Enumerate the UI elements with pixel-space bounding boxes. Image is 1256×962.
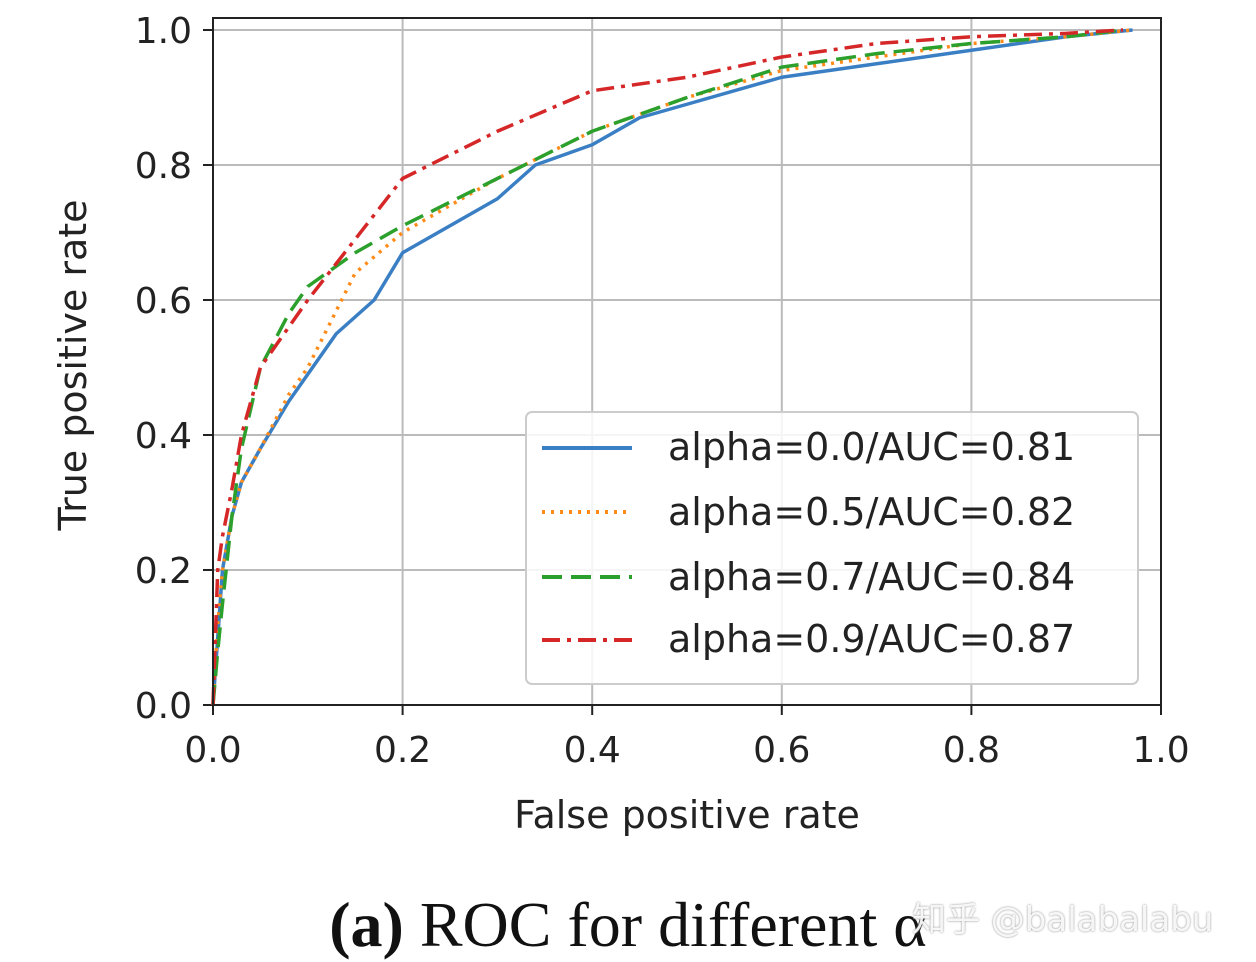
y-tick-label: 0.2	[135, 551, 192, 592]
watermark: 知乎 @balabalabu	[912, 900, 1214, 940]
x-tick-label: 0.8	[943, 730, 1000, 771]
caption-text: ROC for different α	[403, 889, 927, 960]
legend-box	[525, 411, 1139, 685]
x-tick-label: 0.4	[564, 730, 621, 771]
legend-label: alpha=0.0/AUC=0.81	[668, 425, 1075, 469]
y-tick-label: 0.6	[135, 281, 192, 322]
caption-label: (a)	[329, 889, 404, 960]
y-tick-label: 0.8	[135, 146, 192, 187]
ticks: 0.0 0.2 0.4 0.6 0.8 1.0 0.0 0.2 0.4 0.6 …	[135, 11, 1190, 771]
x-tick-label: 0.0	[184, 730, 241, 771]
y-tick-label: 0.4	[135, 416, 192, 457]
x-tick-label: 0.6	[753, 730, 810, 771]
legend-label: alpha=0.5/AUC=0.82	[668, 490, 1075, 534]
series-line-3	[211, 28, 1124, 706]
x-axis-label: False positive rate	[514, 793, 860, 837]
legend-label: alpha=0.9/AUC=0.87	[668, 617, 1075, 661]
legend-label: alpha=0.7/AUC=0.84	[668, 555, 1075, 599]
legend: alpha=0.0/AUC=0.81 alpha=0.5/AUC=0.82 al…	[525, 411, 1139, 685]
y-tick-label: 1.0	[135, 11, 192, 52]
x-tick-label: 0.2	[374, 730, 431, 771]
series-line-2	[211, 28, 1124, 706]
y-axis-label: True positive rate	[51, 199, 95, 531]
y-tick-label: 0.0	[135, 686, 192, 727]
series-lines	[211, 28, 1133, 706]
x-tick-label: 1.0	[1132, 730, 1189, 771]
plot-frame	[212, 17, 1162, 706]
figure-caption: (a) ROC for different α	[0, 888, 1256, 962]
